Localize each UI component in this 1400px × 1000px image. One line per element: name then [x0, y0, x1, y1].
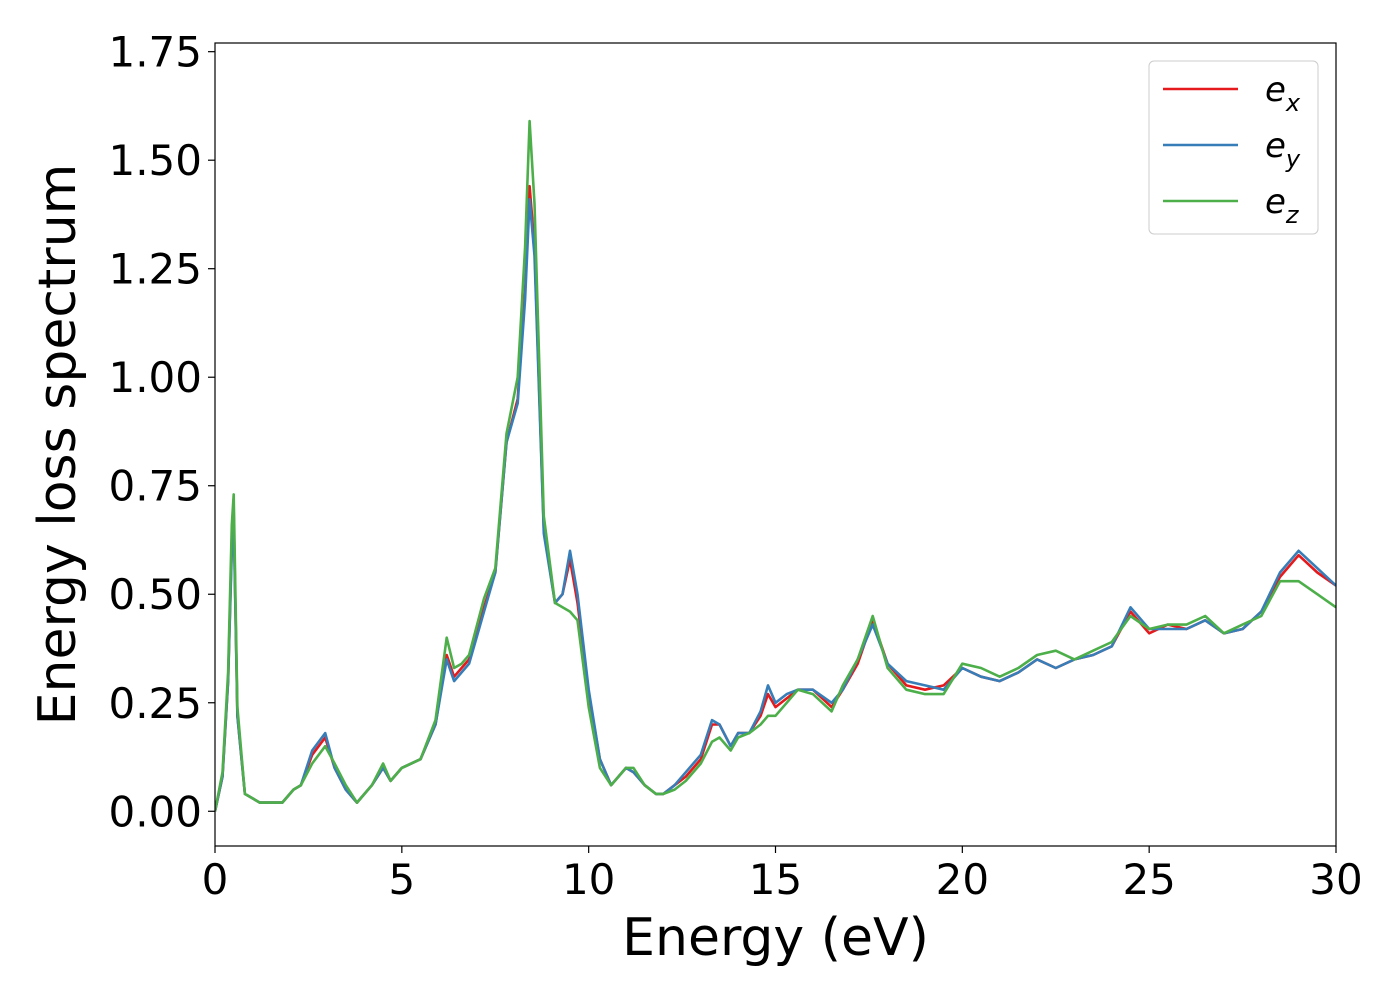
- series-line-e-y: [215, 198, 1336, 812]
- series-line-e-x: [215, 184, 1336, 812]
- series-line-e-z: [215, 119, 1336, 812]
- y-tick-label: 1.00: [108, 353, 202, 402]
- legend-box: [1148, 60, 1319, 235]
- y-tick-label: 0.75: [108, 462, 202, 511]
- x-tick-label: 10: [562, 855, 615, 904]
- y-axis-ticks: 0.00 0.25 0.50 0.75 1.00 1.25 1.50 1.75: [108, 28, 215, 836]
- x-tick-label: 20: [936, 855, 989, 904]
- x-axis-ticks: 0 5 10 15 20 25 30: [202, 846, 1363, 904]
- x-tick-label: 25: [1122, 855, 1175, 904]
- y-tick-label: 0.50: [108, 570, 202, 619]
- x-tick-label: 30: [1309, 855, 1362, 904]
- legend-label: ey: [1265, 126, 1301, 173]
- y-tick-label: 0.25: [108, 679, 202, 728]
- y-tick-label: 1.50: [108, 136, 202, 185]
- legend-label: ex: [1265, 70, 1301, 117]
- y-tick-label: 0.00: [108, 787, 202, 836]
- x-tick-label: 15: [749, 855, 802, 904]
- y-tick-label: 1.75: [108, 28, 202, 77]
- x-axis-label: Energy (eV): [622, 908, 929, 968]
- legend-entries: ex ey ez: [1163, 70, 1301, 229]
- x-tick-label: 5: [388, 855, 415, 904]
- series-layer: [215, 119, 1336, 812]
- y-tick-label: 1.25: [108, 245, 202, 294]
- legend: ex ey ez: [1148, 60, 1319, 235]
- x-tick-label: 0: [202, 855, 229, 904]
- legend-label: ez: [1265, 182, 1300, 229]
- y-axis-label: Energy loss spectrum: [28, 164, 88, 726]
